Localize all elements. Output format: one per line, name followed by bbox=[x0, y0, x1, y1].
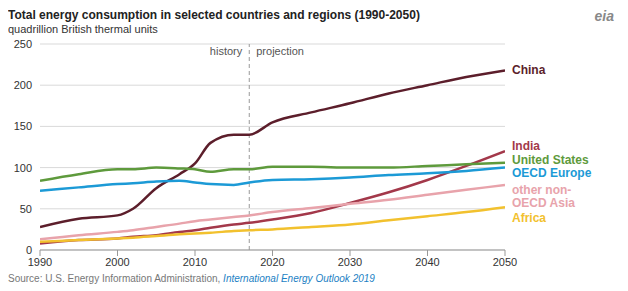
svg-text:150: 150 bbox=[14, 120, 32, 132]
svg-text:history: history bbox=[210, 45, 243, 57]
svg-text:China: China bbox=[512, 63, 546, 77]
svg-text:50: 50 bbox=[20, 203, 32, 215]
svg-text:other non-OECD Asia: other non-OECD Asia bbox=[512, 183, 575, 210]
svg-text:1990: 1990 bbox=[28, 256, 52, 268]
svg-text:200: 200 bbox=[14, 79, 32, 91]
svg-text:2020: 2020 bbox=[260, 256, 284, 268]
svg-text:250: 250 bbox=[14, 38, 32, 50]
svg-text:2000: 2000 bbox=[105, 256, 129, 268]
svg-text:Africa: Africa bbox=[512, 211, 546, 225]
html-text:eia: eia bbox=[594, 8, 614, 24]
svg-text:0: 0 bbox=[26, 244, 32, 256]
svg-text:2040: 2040 bbox=[415, 256, 439, 268]
svg-text:projection: projection bbox=[256, 45, 304, 57]
svg-text:2030: 2030 bbox=[338, 256, 362, 268]
html-text:Source: U.S. Energy Informatio: Source: U.S. Energy Information Administ… bbox=[8, 273, 375, 284]
svg-text:2010: 2010 bbox=[183, 256, 207, 268]
svg-text:2050: 2050 bbox=[493, 256, 517, 268]
html-text:Total energy consumption in se: Total energy consumption in selected cou… bbox=[8, 8, 420, 22]
html-text:quadrillion British thermal un: quadrillion British thermal units bbox=[8, 23, 158, 35]
svg-text:United States: United States bbox=[512, 153, 589, 167]
svg-text:India: India bbox=[512, 139, 540, 153]
svg-text:100: 100 bbox=[14, 162, 32, 174]
svg-text:OECD Europe: OECD Europe bbox=[512, 166, 592, 180]
